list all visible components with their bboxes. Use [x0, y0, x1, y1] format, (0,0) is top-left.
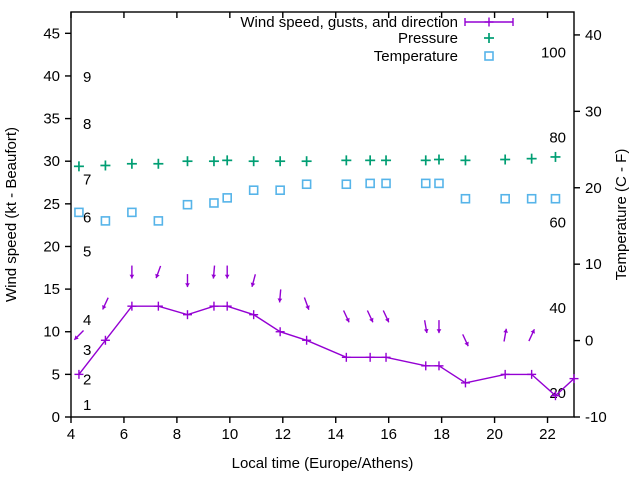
square-marker: [550, 193, 561, 204]
y-tick-label: 0: [52, 409, 60, 426]
wind-direction-arrow-head: [436, 329, 442, 334]
y2-tick-label: 40: [585, 27, 602, 44]
y-tick-label: 30: [43, 153, 60, 170]
x-tick-label: 18: [433, 426, 450, 443]
y-tick-label: 15: [43, 281, 60, 298]
square-marker: [127, 207, 137, 218]
wind-direction-arrow-head: [185, 283, 190, 288]
fahrenheit-label: 60: [549, 214, 566, 231]
wind-direction-arrow-head: [277, 298, 283, 303]
wind-direction-arrow-head: [129, 274, 135, 279]
x-tick-label: 8: [173, 426, 181, 443]
legend-label-wind: Wind speed, gusts, and direction: [240, 14, 458, 31]
y-tick-label: 25: [43, 196, 60, 213]
fahrenheit-label: 80: [549, 130, 566, 147]
y-tick-label: 20: [43, 238, 60, 255]
square-marker: [222, 193, 232, 203]
beaufort-label: 7: [83, 171, 91, 188]
square-marker: [526, 193, 537, 204]
square-marker: [460, 193, 471, 204]
wind-direction-arrow-head: [345, 317, 350, 323]
y2-tick-label: 20: [585, 180, 602, 197]
fahrenheit-label: 40: [549, 300, 566, 317]
wind-direction-arrow-head: [530, 329, 535, 334]
wind-direction-arrow-head: [250, 282, 256, 287]
y-tick-label: 5: [52, 366, 60, 383]
wind-direction-arrow-head: [224, 274, 230, 279]
square-marker: [275, 185, 285, 195]
wind-direction-arrow-head: [74, 335, 79, 340]
square-marker: [341, 179, 352, 190]
square-marker: [484, 51, 494, 61]
beaufort-label: 6: [83, 210, 91, 227]
x-tick-label: 16: [380, 426, 397, 443]
wind-direction-arrow-head: [503, 328, 508, 333]
square-marker: [153, 216, 164, 226]
wind-direction-arrow-head: [102, 305, 107, 310]
wind-direction-arrow-head: [369, 317, 374, 323]
beaufort-label: 3: [83, 342, 91, 359]
wind-direction-arrow-head: [385, 317, 390, 323]
x-axis-title: Local time (Europe/Athens): [232, 455, 414, 472]
wind-direction-arrow-head: [423, 328, 429, 334]
x-tick-label: 10: [221, 426, 238, 443]
y2-tick-label: 10: [585, 256, 602, 273]
beaufort-label: 9: [83, 69, 91, 86]
square-marker: [500, 193, 510, 204]
legend-label-temperature: Temperature: [374, 48, 458, 65]
square-marker: [420, 178, 431, 189]
wind-direction-arrow-head: [155, 273, 160, 279]
y2-axis-title: Temperature (C - F): [613, 149, 630, 281]
square-marker: [434, 178, 444, 189]
y2-tick-label: 30: [585, 103, 602, 120]
square-marker: [182, 199, 193, 210]
wind-direction-arrow-head: [464, 341, 469, 347]
x-tick-label: 4: [67, 426, 75, 443]
beaufort-label: 2: [83, 372, 91, 389]
beaufort-label: 1: [83, 397, 91, 414]
square-marker: [365, 178, 375, 189]
y-tick-label: 10: [43, 324, 60, 341]
y-tick-label: 45: [43, 25, 60, 42]
y-tick-label: 35: [43, 111, 60, 128]
wind-direction-arrow-head: [211, 274, 217, 279]
square-marker: [209, 198, 219, 208]
y2-tick-label: 0: [585, 333, 593, 350]
square-marker: [74, 207, 84, 218]
wind-direction-arrow-head: [305, 305, 310, 310]
legend-label-pressure: Pressure: [398, 30, 458, 47]
y-tick-label: 40: [43, 68, 60, 85]
square-marker: [100, 216, 111, 226]
x-tick-label: 12: [274, 426, 291, 443]
y2-tick-label: -10: [585, 409, 607, 426]
beaufort-label: 4: [83, 312, 91, 329]
square-marker: [301, 179, 312, 190]
x-tick-label: 6: [120, 426, 128, 443]
plot-border: [70, 11, 575, 418]
x-tick-label: 14: [327, 426, 344, 443]
x-tick-label: 22: [539, 426, 556, 443]
beaufort-label: 5: [83, 244, 91, 261]
x-tick-label: 20: [486, 426, 503, 443]
fahrenheit-label: 100: [541, 45, 566, 62]
y-axis-title: Wind speed (kt - Beaufort): [3, 127, 20, 302]
square-marker: [381, 178, 391, 189]
wind-speed-line: [78, 305, 575, 397]
beaufort-label: 8: [83, 116, 91, 133]
square-marker: [248, 185, 259, 195]
